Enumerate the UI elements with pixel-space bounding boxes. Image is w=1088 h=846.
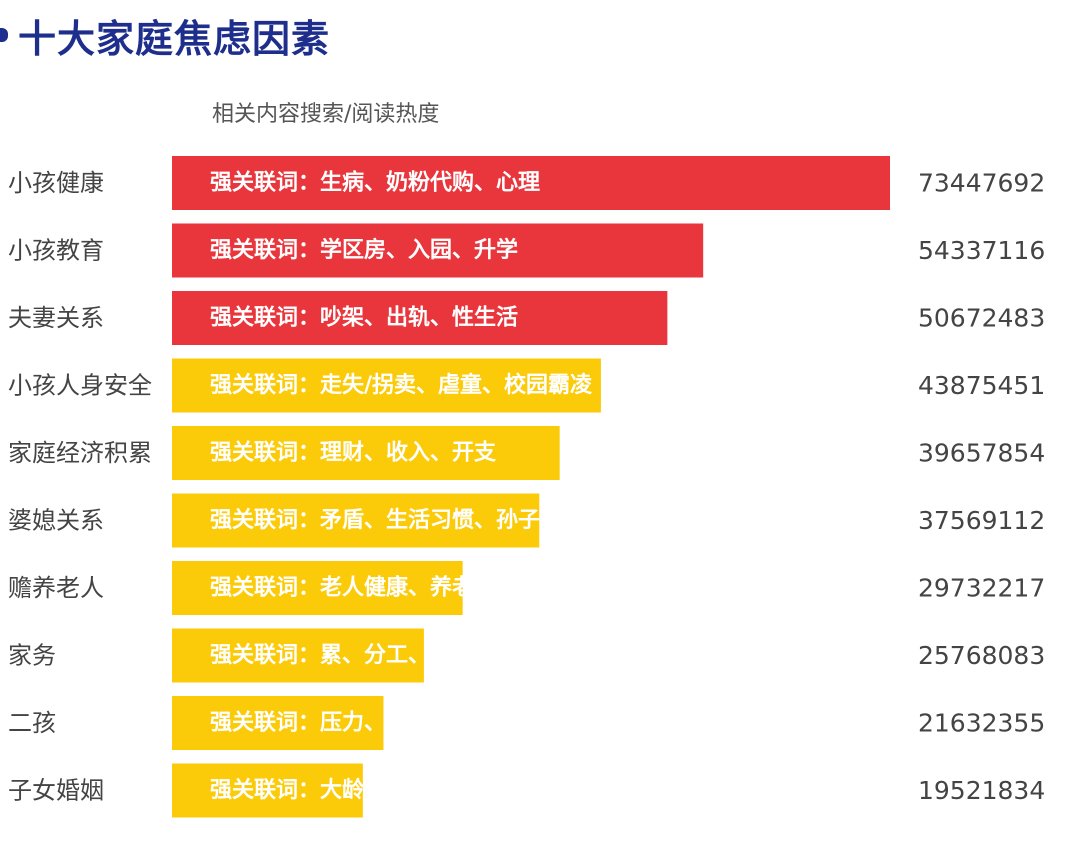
- bar: [172, 156, 890, 210]
- bar-keywords-label: 强关联词：学区房、入园、升学: [210, 237, 518, 263]
- category-label: 小孩教育: [8, 237, 104, 265]
- category-label: 赡养老人: [8, 574, 104, 602]
- category-label: 小孩健康: [8, 169, 104, 197]
- value-label: 54337116: [918, 236, 1045, 265]
- value-label: 37569112: [918, 506, 1045, 535]
- bar: [172, 426, 560, 480]
- bar-keywords-label: 强关联词：理财、收入、开支: [210, 440, 497, 466]
- value-label: 25768083: [918, 641, 1045, 670]
- chart-subtitle: 相关内容搜索/阅读热度: [212, 102, 440, 127]
- bar-keywords-label: 强关联词：生病、奶粉代购、心理: [210, 170, 540, 196]
- bar-keywords-label: 强关联词：累、分工、保姆: [210, 642, 474, 668]
- value-label: 29732217: [918, 574, 1045, 603]
- bar: [172, 291, 668, 345]
- value-label: 39657854: [918, 439, 1045, 468]
- category-label: 家庭经济积累: [8, 439, 152, 467]
- category-label: 二孩: [8, 709, 56, 737]
- bar: [172, 493, 540, 548]
- bar: [172, 358, 601, 413]
- value-label: 43875451: [918, 371, 1045, 400]
- bar: [172, 223, 704, 278]
- category-label: 夫妻关系: [8, 304, 104, 332]
- title-marker: [0, 28, 8, 42]
- value-label: 19521834: [918, 776, 1045, 805]
- bar: [172, 628, 424, 683]
- bar-keywords-label: 强关联词：走失/拐卖、虐童、校园霸凌: [210, 372, 593, 398]
- bar-keywords-label: 强关联词：大龄未婚、买房、生子: [210, 777, 540, 803]
- chart-title: 十大家庭焦虑因素: [18, 17, 331, 61]
- category-label: 子女婚姻: [8, 777, 104, 805]
- bar: [172, 561, 463, 615]
- value-label: 73447692: [918, 169, 1045, 198]
- bar: [172, 763, 363, 818]
- category-label: 家务: [8, 642, 56, 670]
- bar-keywords-label: 强关联词：压力、高龄产妇、福利: [210, 710, 540, 736]
- value-label: 21632355: [918, 709, 1045, 738]
- bar-keywords-label: 强关联词：矛盾、生活习惯、孙子教育: [210, 507, 584, 533]
- bar-keywords-label: 强关联词：吵架、出轨、性生活: [210, 305, 518, 331]
- bar-keywords-label: 强关联词：老人健康、养老院、空巢: [210, 575, 562, 601]
- category-label: 婆媳关系: [8, 507, 104, 535]
- value-label: 50672483: [918, 304, 1045, 333]
- category-label: 小孩人身安全: [8, 372, 152, 400]
- bar: [172, 696, 384, 750]
